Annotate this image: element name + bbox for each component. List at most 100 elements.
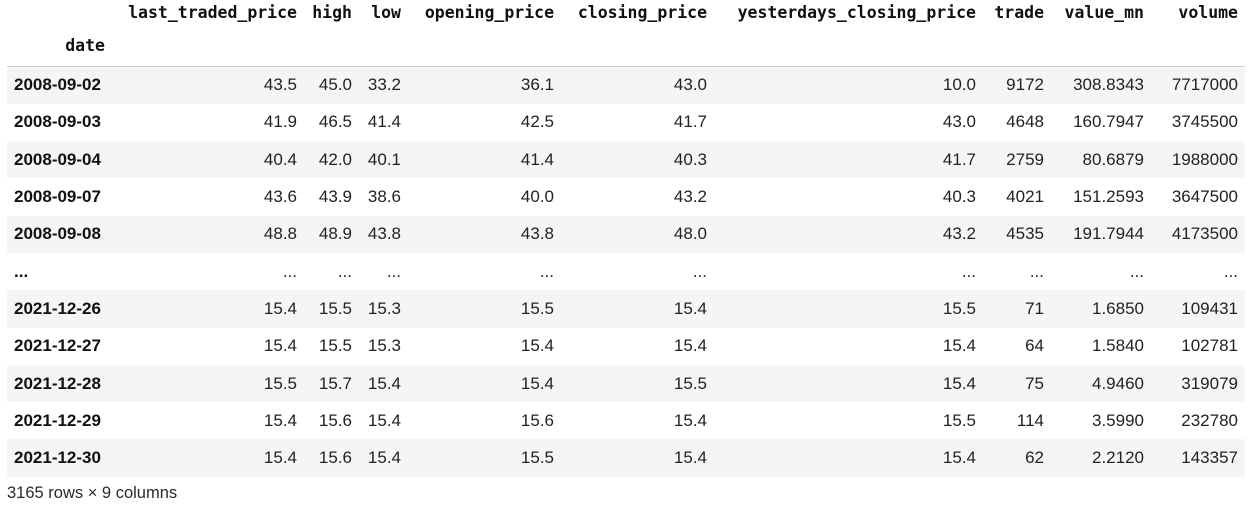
table-cell: 43.0 — [942, 112, 976, 132]
table-cell: 40.1 — [367, 149, 401, 169]
table-row: 2021-12-26 15.4 15.5 15.3 15.5 15.4 15.5 71 1.68… — [7, 290, 1245, 328]
table-cell: 15.4 — [263, 410, 297, 430]
table-cell: 38.6 — [367, 187, 401, 207]
shape-summary: 3165 rows × 9 columns — [7, 484, 178, 502]
table-cell: 48.9 — [318, 224, 352, 244]
table-cell: 40.3 — [673, 149, 707, 169]
table-row: 2008-09-07 43.6 43.9 38.6 40.0 43.2 40.3 4021 15… — [7, 178, 1245, 215]
table-cell: 109431 — [1181, 298, 1238, 318]
table-cell: ... — [337, 261, 352, 281]
table-cell: 48.0 — [673, 224, 707, 244]
table-cell: 4535 — [1006, 224, 1044, 244]
table-cell: ... — [1029, 261, 1044, 281]
table-cell: 15.4 — [942, 448, 976, 468]
table-cell: 15.6 — [318, 448, 352, 468]
table-cell: ... — [386, 261, 401, 281]
table-cell: 15.4 — [263, 448, 297, 468]
table-cell: 319079 — [1181, 373, 1238, 393]
table-row: 2021-12-29 15.4 15.6 15.4 15.6 15.4 15.5 114 3.5… — [7, 402, 1245, 439]
row-index: 2008-09-04 — [14, 149, 101, 169]
table-cell: 75 — [1025, 373, 1044, 393]
column-header: high — [312, 2, 352, 22]
table-cell: 15.4 — [673, 298, 707, 318]
table-cell: 151.2593 — [1073, 187, 1144, 207]
table-cell: 15.5 — [673, 373, 707, 393]
row-index: 2021-12-26 — [14, 298, 101, 318]
table-cell: ... — [1223, 261, 1238, 281]
table-row: 2008-09-04 40.4 42.0 40.1 41.4 40.3 41.7 2759 80… — [7, 141, 1245, 179]
table-cell: ... — [692, 261, 707, 281]
table-row: 2021-12-30 15.4 15.6 15.4 15.5 15.4 15.4 62 2.21… — [7, 439, 1245, 477]
column-header: trade — [994, 2, 1044, 22]
table-cell: 64 — [1025, 336, 1044, 356]
table-cell: 232780 — [1181, 410, 1238, 430]
table-cell: 15.4 — [367, 448, 401, 468]
table-cell: 15.4 — [520, 336, 554, 356]
row-index: 2008-09-07 — [14, 187, 101, 207]
table-cell: 15.5 — [318, 298, 352, 318]
table-cell: 80.6879 — [1082, 149, 1144, 169]
row-index: 2021-12-27 — [14, 336, 101, 356]
table-cell: 15.4 — [367, 410, 401, 430]
table-row: 2021-12-28 15.5 15.7 15.4 15.4 15.5 15.4 75 4.94… — [7, 364, 1245, 403]
table-body: 2008-09-02 43.5 45.0 33.2 36.1 43.0 10.0 9172 30… — [7, 66, 1245, 477]
table-cell: 42.5 — [520, 112, 554, 132]
table-cell: 45.0 — [318, 75, 352, 95]
table-cell: 4173500 — [1171, 224, 1238, 244]
table-row: 2021-12-27 15.4 15.5 15.3 15.4 15.4 15.4 64 1.58… — [7, 328, 1245, 365]
table-cell: 15.4 — [673, 410, 707, 430]
table-cell: 43.5 — [263, 75, 297, 95]
table-cell: ... — [1129, 261, 1144, 281]
table-cell: 41.4 — [367, 112, 401, 132]
table-cell: 102781 — [1181, 336, 1238, 356]
table-cell: 15.4 — [673, 448, 707, 468]
table-cell: 143357 — [1181, 448, 1238, 468]
column-header: volume — [1178, 2, 1238, 22]
table-cell: 15.3 — [367, 336, 401, 356]
table-cell: 41.4 — [520, 149, 554, 169]
table-cell: 15.5 — [318, 336, 352, 356]
column-header: last_traded_price — [128, 2, 297, 22]
table-cell: 15.4 — [520, 373, 554, 393]
table-cell: 15.4 — [942, 336, 976, 356]
row-index: 2008-09-03 — [14, 112, 101, 132]
table-cell: ... — [961, 261, 976, 281]
table-cell: 4021 — [1006, 187, 1044, 207]
table-cell: 48.8 — [263, 224, 297, 244]
table-row: .............................. — [7, 253, 1245, 290]
table-cell: 15.5 — [942, 298, 976, 318]
table-cell: ... — [282, 261, 297, 281]
table-cell: 46.5 — [318, 112, 352, 132]
table-cell: 15.4 — [673, 336, 707, 356]
table-row: 2008-09-08 48.8 48.9 43.8 43.8 48.0 43.2 4535 19… — [7, 215, 1245, 253]
table-cell: 15.3 — [367, 298, 401, 318]
table-cell: 15.5 — [520, 448, 554, 468]
column-header: opening_price — [424, 2, 554, 22]
table-cell: ... — [539, 261, 554, 281]
table-cell: 114 — [1016, 410, 1044, 430]
table-cell: 15.5 — [263, 373, 297, 393]
table-cell: 41.7 — [942, 149, 976, 169]
table-cell: 41.7 — [673, 112, 707, 132]
table-cell: 43.8 — [520, 224, 554, 244]
table-cell: 4.9460 — [1092, 373, 1144, 393]
table-cell: 15.6 — [318, 410, 352, 430]
table-cell: 36.1 — [520, 75, 554, 95]
table-row: 2008-09-02 43.5 45.0 33.2 36.1 43.0 10.0 9172 30… — [7, 66, 1245, 104]
table-cell: 41.9 — [263, 112, 297, 132]
row-index: 2021-12-28 — [14, 373, 101, 393]
table-cell: 308.8343 — [1073, 75, 1144, 95]
row-index: 2008-09-08 — [14, 224, 101, 244]
table-cell: 43.2 — [673, 187, 707, 207]
column-header-row: last_traded_price high low opening_price… — [7, 0, 1245, 24]
table-row: 2008-09-03 41.9 46.5 41.4 42.5 41.7 43.0 4648 16… — [7, 104, 1245, 141]
table-cell: 43.9 — [318, 187, 352, 207]
table-cell: 10.0 — [942, 75, 976, 95]
table-cell: 71 — [1025, 298, 1044, 318]
table-cell: 15.7 — [318, 373, 352, 393]
table-cell: 15.6 — [520, 410, 554, 430]
table-cell: 33.2 — [367, 75, 401, 95]
table-cell: 7717000 — [1171, 75, 1238, 95]
header-blank — [7, 0, 117, 24]
table-cell: 43.2 — [942, 224, 976, 244]
